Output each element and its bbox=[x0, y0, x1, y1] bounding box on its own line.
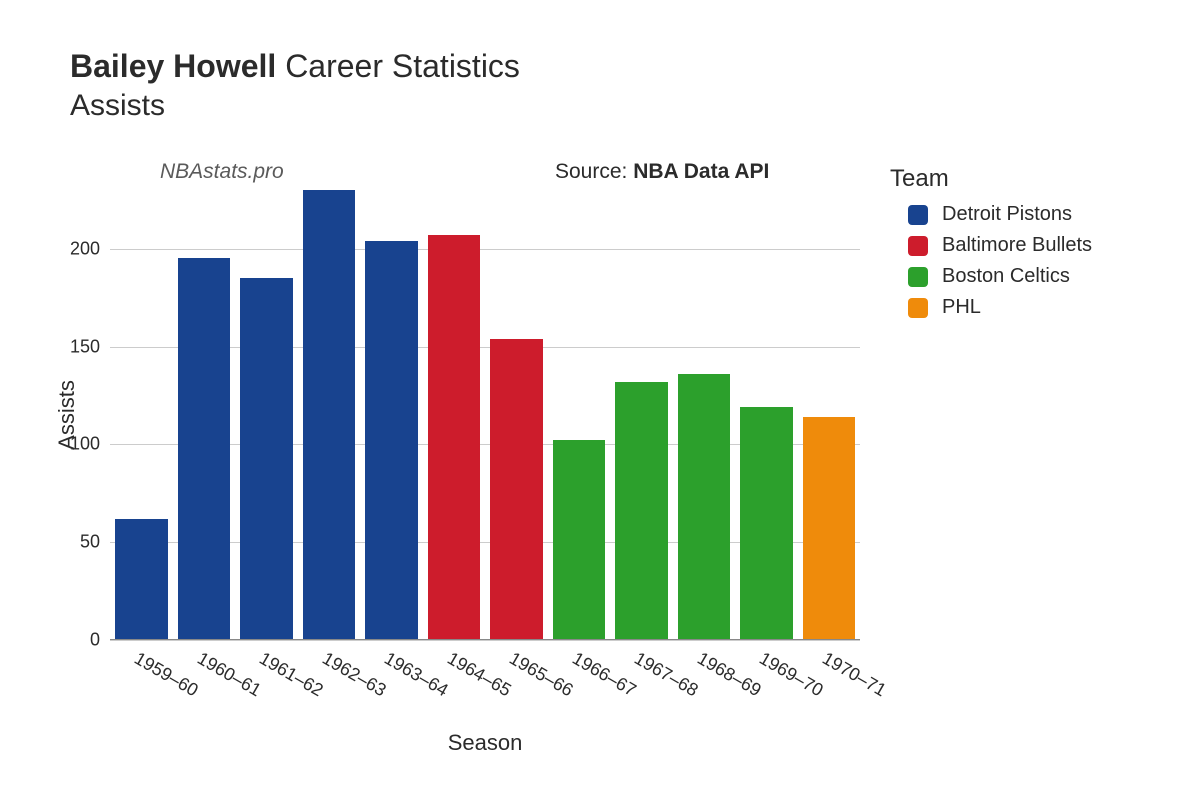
x-label-slot: 1962–63 bbox=[298, 648, 361, 708]
y-tick-label: 200 bbox=[40, 238, 100, 259]
bar bbox=[740, 407, 793, 640]
y-tick-label: 0 bbox=[40, 630, 100, 651]
legend-label: Detroit Pistons bbox=[942, 203, 1072, 226]
x-label-slot: 1969–70 bbox=[735, 648, 798, 708]
source-prefix: Source: bbox=[555, 160, 633, 183]
source-name: NBA Data API bbox=[633, 160, 769, 183]
title-suffix: Career Statistics bbox=[285, 48, 520, 84]
legend-swatch bbox=[908, 298, 928, 318]
y-tick-label: 100 bbox=[40, 434, 100, 455]
bar-slot bbox=[610, 190, 673, 640]
x-label-slot: 1966–67 bbox=[548, 648, 611, 708]
gridline bbox=[110, 640, 860, 641]
bar bbox=[678, 374, 731, 640]
bar-slot bbox=[173, 190, 236, 640]
bar bbox=[240, 278, 293, 640]
bar bbox=[303, 190, 356, 640]
x-label-slot: 1968–69 bbox=[673, 648, 736, 708]
x-label-slot: 1967–68 bbox=[610, 648, 673, 708]
legend-title: Team bbox=[890, 165, 1092, 193]
bar-slot bbox=[235, 190, 298, 640]
x-label-slot: 1963–64 bbox=[360, 648, 423, 708]
title-line-1: Bailey Howell Career Statistics bbox=[70, 48, 520, 85]
y-tick-label: 50 bbox=[40, 532, 100, 553]
player-name: Bailey Howell bbox=[70, 48, 276, 84]
bar bbox=[178, 258, 231, 640]
x-label-slot: 1960–61 bbox=[173, 648, 236, 708]
bar-slot bbox=[798, 190, 861, 640]
legend-swatch bbox=[908, 236, 928, 256]
x-axis-baseline bbox=[110, 639, 860, 640]
bar-slot bbox=[110, 190, 173, 640]
bar bbox=[490, 339, 543, 640]
bar bbox=[615, 382, 668, 640]
x-label-slot: 1961–62 bbox=[235, 648, 298, 708]
watermark: NBAstats.pro bbox=[160, 160, 284, 184]
bar-slot bbox=[360, 190, 423, 640]
x-label-slot: 1965–66 bbox=[485, 648, 548, 708]
legend-label: Boston Celtics bbox=[942, 265, 1070, 288]
bar-slot bbox=[548, 190, 611, 640]
x-axis-title: Season bbox=[110, 730, 860, 756]
x-label-slot: 1959–60 bbox=[110, 648, 173, 708]
bar bbox=[803, 417, 856, 640]
bars-container bbox=[110, 190, 860, 640]
chart-title-block: Bailey Howell Career Statistics Assists bbox=[70, 48, 520, 123]
x-label-slot: 1964–65 bbox=[423, 648, 486, 708]
legend-item: Detroit Pistons bbox=[890, 203, 1092, 226]
x-tick-labels: 1959–601960–611961–621962–631963–641964–… bbox=[110, 648, 860, 708]
title-metric: Assists bbox=[70, 89, 520, 123]
bar bbox=[115, 519, 168, 640]
y-tick-label: 150 bbox=[40, 336, 100, 357]
bar-slot bbox=[673, 190, 736, 640]
x-label-slot: 1970–71 bbox=[798, 648, 861, 708]
bar bbox=[428, 235, 481, 640]
bar-slot bbox=[298, 190, 361, 640]
legend-swatch bbox=[908, 205, 928, 225]
bar-slot bbox=[423, 190, 486, 640]
legend-label: Baltimore Bullets bbox=[942, 234, 1092, 257]
legend-item: Boston Celtics bbox=[890, 265, 1092, 288]
legend-swatch bbox=[908, 267, 928, 287]
legend-item: PHL bbox=[890, 296, 1092, 319]
source-attribution: Source: NBA Data API bbox=[555, 160, 769, 184]
legend: Team Detroit Pistons Baltimore Bullets Bos… bbox=[890, 165, 1092, 327]
bar-slot bbox=[485, 190, 548, 640]
legend-label: PHL bbox=[942, 296, 981, 319]
legend-item: Baltimore Bullets bbox=[890, 234, 1092, 257]
x-tick-label: 1970–71 bbox=[818, 648, 889, 701]
legend-items: Detroit Pistons Baltimore Bullets Boston C… bbox=[890, 203, 1092, 319]
bar bbox=[365, 241, 418, 640]
bar bbox=[553, 440, 606, 640]
bar-slot bbox=[735, 190, 798, 640]
chart-plot-area: 050100150200 bbox=[110, 190, 860, 640]
